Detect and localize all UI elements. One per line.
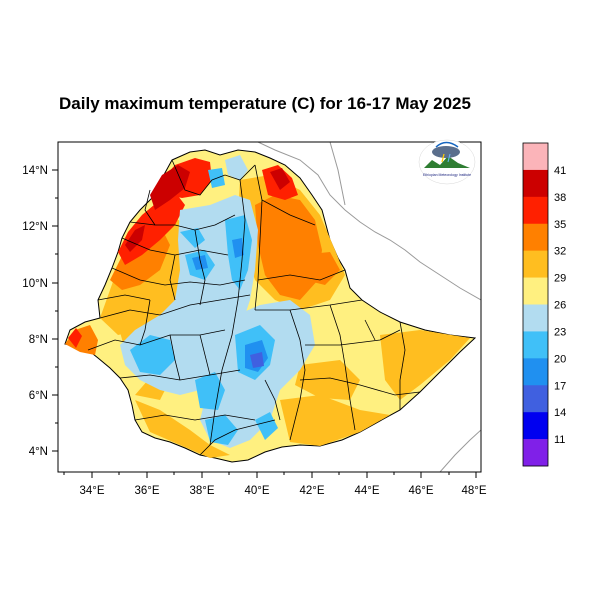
y-tick-label: 10°N	[22, 278, 48, 290]
colorbar-swatch	[523, 412, 548, 440]
x-axis	[63, 472, 477, 478]
colorbar-swatch	[523, 169, 548, 198]
y-tick-label: 12°N	[22, 221, 48, 233]
colorbar-swatch	[523, 304, 548, 332]
colorbar-label: 29	[554, 273, 566, 285]
x-tick-label: 36°E	[134, 485, 159, 497]
temperature-field	[64, 149, 477, 463]
x-tick-label: 44°E	[354, 485, 379, 497]
plot-frame	[57, 141, 482, 473]
x-tick-label: 48°E	[461, 485, 486, 497]
colorbar-swatch	[523, 196, 548, 225]
colorbar-swatch	[523, 331, 548, 359]
weather-agency-logo: Ethiopian Meteorology Institute	[418, 139, 476, 185]
colorbar-label: 11	[554, 434, 565, 446]
map-title: Daily maximum temperature (C) for 16-17 …	[59, 94, 471, 113]
y-tick-labels: 14°N 12°N 10°N 8°N 6°N 4°N	[22, 165, 48, 458]
colorbar-label: 17	[554, 380, 566, 392]
x-tick-label: 40°E	[244, 485, 269, 497]
admin-boundaries	[87, 159, 421, 456]
colorbar-frame	[522, 142, 549, 467]
y-tick-label: 14°N	[22, 165, 48, 177]
colorbar-label: 23	[554, 326, 566, 338]
colorbar-swatch	[523, 223, 548, 251]
colorbar-label: 26	[554, 300, 566, 312]
colorbar-swatch	[523, 385, 548, 413]
logo-text: Ethiopian Meteorology Institute	[423, 173, 471, 177]
x-tick-label: 38°E	[189, 485, 214, 497]
colorbar-swatch	[523, 358, 548, 386]
colorbar-swatch	[523, 439, 548, 467]
y-tick-label: 6°N	[29, 390, 48, 402]
colorbar-swatch	[523, 277, 548, 305]
y-tick-label: 4°N	[29, 446, 48, 458]
colorbar-label: 35	[554, 219, 566, 231]
x-tick-label: 42°E	[299, 485, 324, 497]
y-tick-label: 8°N	[29, 334, 48, 346]
x-tick-labels: 34°E 36°E 38°E 40°E 42°E 44°E 46°E 48°E	[79, 485, 486, 497]
colorbar-swatch	[523, 143, 548, 171]
x-tick-label: 34°E	[79, 485, 104, 497]
colorbar-label: 41	[554, 165, 566, 177]
colorbar-label: 14	[554, 407, 566, 419]
colorbar-label: 38	[554, 192, 566, 204]
colorbar-label: 32	[554, 246, 566, 258]
y-axis	[52, 169, 58, 452]
colorbar-swatch	[523, 250, 548, 278]
colorbar-label: 20	[554, 353, 566, 365]
neighbour-boundaries	[257, 142, 481, 472]
colorbar: 41 38 35 32 29 26 23 20 17 14 11	[522, 142, 566, 467]
x-tick-label: 46°E	[408, 485, 433, 497]
